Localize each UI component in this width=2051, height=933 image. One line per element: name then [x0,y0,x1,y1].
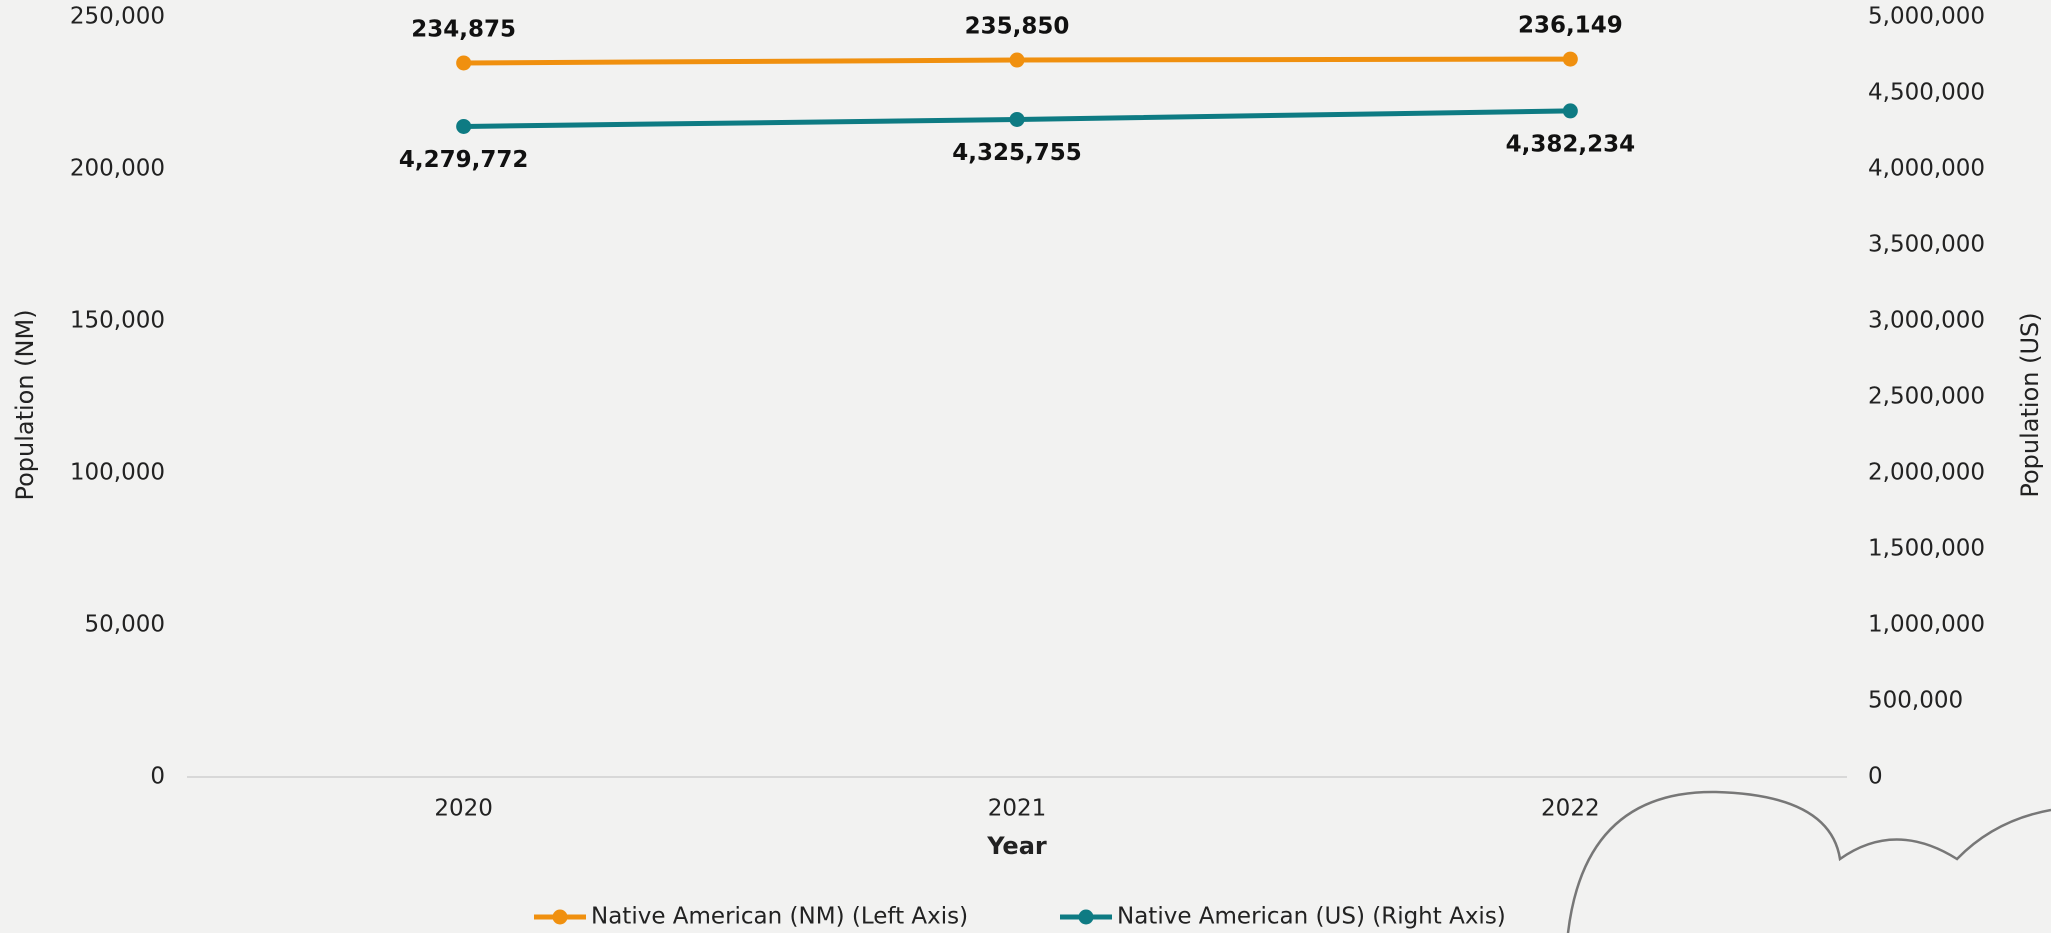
x-tick-label: 2021 [988,796,1047,822]
x-tick-label: 2022 [1541,796,1600,822]
y2-tick-label: 4,000,000 [1868,156,1985,182]
legend-marker [1078,909,1094,925]
data-point [1009,111,1025,127]
y-tick-label: 250,000 [70,4,165,30]
legend-label: Native American (US) (Right Axis) [1117,904,1506,930]
data-point [456,55,472,71]
y2-axis-title: Population (US) [2016,312,2044,497]
legend-marker [552,909,568,925]
data-point [456,118,472,134]
y2-tick-label: 3,000,000 [1868,308,1985,334]
decoration [1566,790,2051,933]
data-label: 4,279,772 [399,147,529,173]
y2-tick-label: 2,000,000 [1868,460,1985,486]
data-label: 236,149 [1518,13,1623,39]
x-axis-title: Year [986,832,1047,860]
data-label: 4,382,234 [1506,131,1636,157]
y-tick-label: 150,000 [70,308,165,334]
data-label: 4,325,755 [952,140,1082,166]
data-point [1562,51,1578,67]
y-tick-label: 50,000 [85,612,165,638]
y2-tick-label: 0 [1868,764,1883,790]
x-tick-label: 2020 [434,796,493,822]
data-label: 234,875 [411,16,516,42]
legend-label: Native American (NM) (Left Axis) [591,904,968,930]
data-point [1009,52,1025,68]
y2-tick-label: 2,500,000 [1868,384,1985,410]
y-axis-title: Population (NM) [11,309,39,500]
y-tick-label: 0 [150,764,165,790]
y-tick-label: 100,000 [70,460,165,486]
y-tick-label: 200,000 [70,156,165,182]
data-point [1562,103,1578,119]
data-label: 235,850 [965,14,1070,40]
y2-tick-label: 4,500,000 [1868,80,1985,106]
y2-tick-label: 1,000,000 [1868,612,1985,638]
y2-tick-label: 500,000 [1868,688,1963,714]
y2-tick-label: 1,500,000 [1868,536,1985,562]
y2-tick-label: 3,500,000 [1868,232,1985,258]
y2-tick-label: 5,000,000 [1868,4,1985,30]
